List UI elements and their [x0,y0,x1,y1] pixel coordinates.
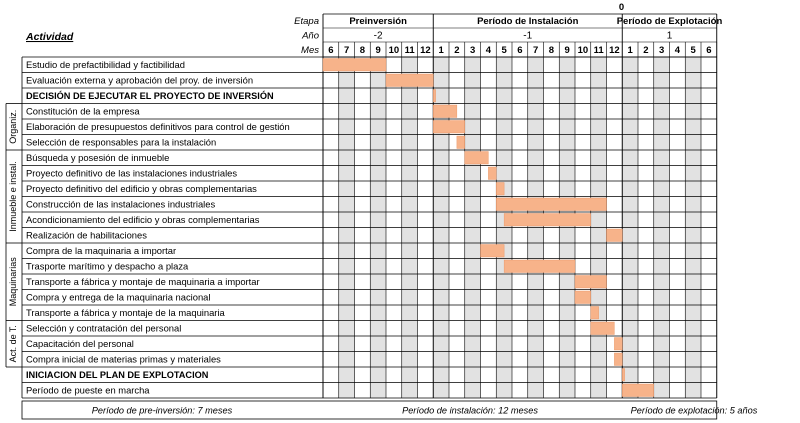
gantt-bar [606,228,623,242]
month-tick: 4 [675,45,681,56]
month-tick: 8 [360,45,365,56]
phase-year: 1 [667,31,673,42]
month-tick: 10 [389,45,400,56]
task-label: Realización de habilitaciones [26,230,147,241]
task-label: Búsqueda y posesión de inmueble [26,152,169,163]
task-label: Transporte a fábrica y montaje de la maq… [26,307,226,318]
etapa-label: Etapa [294,16,319,27]
group-label: Maquinarias [8,257,18,307]
phase-year: -2 [374,31,383,42]
group-label: Organiz. [8,110,18,144]
task-label: Elaboración de presupuestos definitivos … [26,121,290,132]
gantt-bar [574,290,591,304]
task-label: Evaluación externa y aprobación del proy… [26,75,253,86]
month-tick: 4 [486,45,492,56]
phase-name: Período de Explotación [617,16,723,27]
gantt-bar [496,182,505,196]
task-label: Selección de responsables para la instal… [26,137,216,148]
gantt-bar [503,259,576,273]
task-label: Estudio de prefactibilidad y factibilida… [26,59,185,70]
month-tick: 12 [609,45,620,56]
month-tick: 3 [470,45,475,56]
task-label: Constitución de la empresa [26,106,140,117]
month-tick: 12 [420,45,431,56]
footer-note: Período de explotación: 5 años [631,406,758,416]
month-tick: 9 [375,45,380,56]
gantt-bar [433,120,465,134]
task-label: Capacitación del personal [26,338,134,349]
gantt-bar [385,73,434,87]
gantt-bar [464,151,489,165]
gantt-bar [456,135,465,149]
task-label: INICIACION DEL PLAN DE EXPLOTACION [26,370,209,380]
task-label: Proyecto definitivo de las instalaciones… [26,168,237,179]
task-label: Construcción de las instalaciones indust… [26,199,215,210]
task-label: Proyecto definitivo del edificio y obras… [26,183,257,194]
month-tick: 8 [549,45,554,56]
phase-year: -1 [523,31,532,42]
month-tick: 7 [533,45,538,56]
month-tick: 6 [328,45,333,56]
group-label: Inmueble e instal. [8,161,18,232]
month-tick: 1 [627,45,633,56]
month-tick: 3 [659,45,664,56]
gantt-bar [488,166,497,180]
task-label: Período de pueste en marcha [26,385,150,396]
group-label: Act. de T. [8,325,18,362]
task-label: Compra de la maquinaria a importar [26,245,176,256]
month-tick: 9 [564,45,569,56]
month-tick: 11 [405,45,416,56]
gantt-bar [574,275,607,289]
task-label: Transporte a fábrica y montaje de maquin… [26,276,260,287]
gantt-bar [322,58,387,72]
gantt-bar [433,89,436,103]
month-tick: 5 [690,45,696,56]
task-label: Compra inicial de materias primas y mate… [26,354,221,365]
gantt-bar [614,337,623,351]
mes-label: Mes [301,45,319,56]
phase-name: Preinversión [349,16,407,27]
task-label: Acondicionamiento del edificio y obras c… [26,214,260,225]
phase-name: Período de Instalación [477,16,579,27]
month-tick: 5 [501,45,507,56]
activity-header: Actividad [25,31,74,43]
task-label: Selección y contratación del personal [26,323,181,334]
gantt-bar [433,104,458,118]
footer-box [21,400,718,420]
month-tick: 10 [578,45,589,56]
month-tick: 2 [454,45,459,56]
gantt-bar [590,306,599,320]
task-label: DECISIÓN DE EJECUTAR EL PROYECTO DE INVE… [26,90,274,101]
task-label: Compra y entrega de la maquinaria nacion… [26,292,210,303]
gantt-bar [496,197,607,211]
corner-label: 0 [619,2,624,13]
gantt-bar [590,321,615,335]
month-tick: 1 [438,45,444,56]
month-tick: 7 [344,45,349,56]
gantt-bar [503,213,591,227]
gantt-bar [622,368,625,382]
task-label: Trasporte marítimo y despacho a plaza [26,261,189,272]
month-tick: 11 [594,45,605,56]
month-tick: 2 [643,45,648,56]
footer-note: Período de instalación: 12 meses [402,406,538,416]
month-tick: 6 [517,45,522,56]
gantt-bar [614,352,623,366]
month-tick: 6 [706,45,711,56]
gantt-bar [480,244,505,258]
anio-label: Año [301,31,319,42]
gantt-bar [622,383,654,397]
footer-note: Período de pre-inversión: 7 meses [92,406,233,416]
